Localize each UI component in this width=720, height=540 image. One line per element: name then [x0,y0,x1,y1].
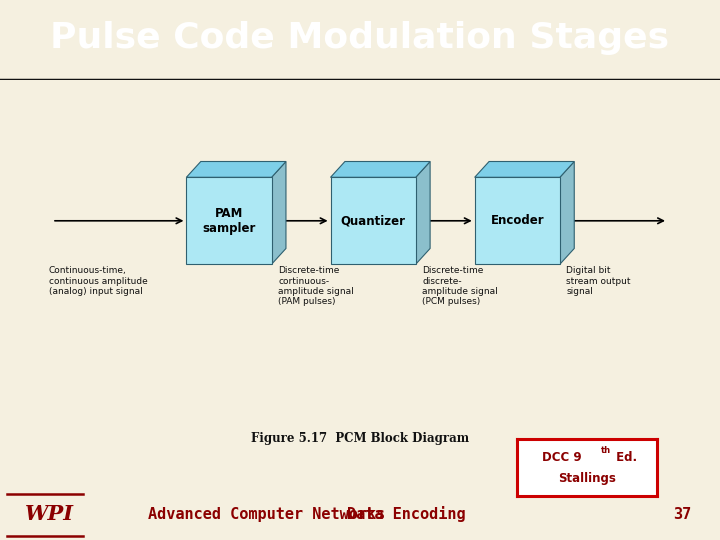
Text: Pulse Code Modulation Stages: Pulse Code Modulation Stages [50,22,670,56]
Polygon shape [415,161,430,264]
Polygon shape [560,161,575,264]
Bar [474,177,560,264]
Text: Discrete-time
discrete-
amplitude signal
(PCM pulses): Discrete-time discrete- amplitude signal… [422,266,498,307]
Text: WPI: WPI [25,504,74,524]
Text: th: th [601,446,611,455]
Text: Stallings: Stallings [558,472,616,485]
Bar [330,177,415,264]
Polygon shape [186,161,286,177]
Text: Advanced Computer Networks: Advanced Computer Networks [148,507,385,522]
Text: DCC 9: DCC 9 [542,451,582,464]
Text: Continuous-time,
continuous amplitude
(analog) input signal: Continuous-time, continuous amplitude (a… [49,266,148,296]
Polygon shape [271,161,286,264]
Text: PAM
sampler: PAM sampler [202,207,256,235]
Text: Digital bit
stream output
signal: Digital bit stream output signal [567,266,631,296]
Text: Quantizer: Quantizer [341,214,405,227]
Text: Discrete-time
cortinuous-
amplitude signal
(PAM pulses): Discrete-time cortinuous- amplitude sign… [278,266,354,307]
Text: Encoder: Encoder [490,214,544,227]
Bar [186,177,271,264]
Text: Data Encoding: Data Encoding [348,506,466,522]
Text: Ed.: Ed. [613,451,637,464]
Polygon shape [330,161,430,177]
Polygon shape [474,161,575,177]
Text: Figure 5.17  PCM Block Diagram: Figure 5.17 PCM Block Diagram [251,431,469,445]
Text: 37: 37 [673,507,691,522]
